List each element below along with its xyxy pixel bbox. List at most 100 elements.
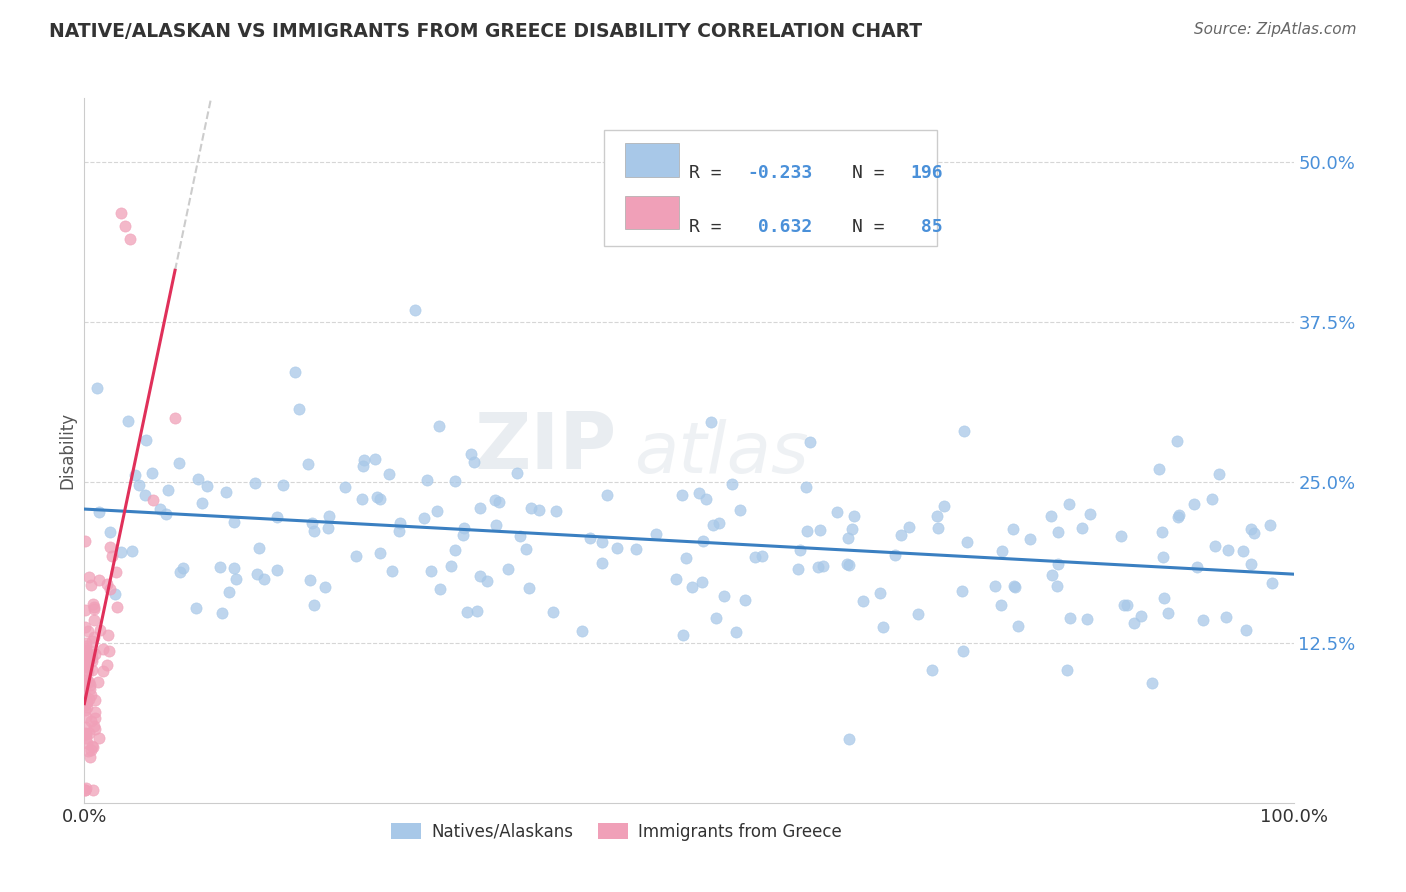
Point: [208, 559, 231, 574]
Point: [869, 586, 891, 600]
Point: [515, 541, 537, 556]
Point: [75, 780, 97, 795]
Point: [543, 605, 565, 619]
Point: [1142, 675, 1164, 690]
Point: [191, 496, 214, 510]
Point: [368, 491, 391, 506]
Point: [134, 488, 156, 502]
Point: [73, 726, 96, 740]
Point: [84, 693, 107, 707]
Point: [925, 508, 948, 523]
Point: [1109, 529, 1132, 543]
Point: [389, 516, 412, 530]
Point: [283, 365, 305, 379]
Point: [98, 644, 121, 658]
Point: [76, 624, 98, 639]
Point: [404, 303, 426, 318]
Point: [225, 572, 247, 586]
Point: [75, 727, 97, 741]
Point: [811, 558, 834, 573]
Point: [75, 720, 97, 734]
Point: [1182, 497, 1205, 511]
Point: [841, 522, 863, 536]
Point: [73, 783, 96, 797]
Text: atlas: atlas: [634, 419, 808, 489]
Point: [1153, 591, 1175, 605]
Point: [104, 587, 127, 601]
Point: [83, 600, 105, 615]
Point: [368, 546, 391, 560]
Point: [75, 652, 97, 666]
Point: [808, 524, 831, 538]
Point: [1056, 663, 1078, 677]
Text: 0.632: 0.632: [747, 218, 813, 235]
Point: [1129, 609, 1152, 624]
Point: [273, 478, 295, 492]
Point: [1166, 434, 1188, 448]
Point: [508, 529, 530, 543]
Point: [98, 524, 121, 539]
Point: [80, 689, 103, 703]
Point: [246, 566, 269, 581]
Point: [488, 495, 510, 509]
Point: [96, 657, 118, 672]
Point: [1167, 508, 1189, 522]
Point: [794, 480, 817, 494]
Text: N =: N =: [852, 164, 896, 182]
Point: [751, 549, 773, 563]
Point: [75, 696, 97, 710]
Point: [786, 562, 808, 576]
Point: [91, 642, 114, 657]
Point: [124, 468, 146, 483]
Point: [1078, 507, 1101, 521]
Text: NATIVE/ALASKAN VS IMMIGRANTS FROM GREECE DISABILITY CORRELATION CHART: NATIVE/ALASKAN VS IMMIGRANTS FROM GREECE…: [49, 22, 922, 41]
Point: [1240, 523, 1263, 537]
Point: [82, 783, 104, 797]
Text: 196: 196: [910, 164, 943, 182]
Point: [837, 531, 859, 545]
Point: [907, 607, 929, 621]
Point: [720, 476, 742, 491]
Point: [73, 666, 96, 681]
Point: [468, 569, 491, 583]
FancyBboxPatch shape: [605, 130, 936, 246]
Point: [1116, 598, 1139, 612]
Point: [96, 577, 118, 591]
Point: [426, 504, 449, 518]
Point: [301, 516, 323, 530]
Text: R =: R =: [689, 218, 733, 235]
Point: [427, 418, 450, 433]
Point: [79, 569, 101, 583]
Point: [1071, 521, 1094, 535]
Point: [444, 543, 467, 558]
Point: [695, 491, 717, 506]
Point: [707, 516, 730, 531]
Point: [288, 401, 311, 416]
Point: [460, 446, 482, 460]
Point: [378, 467, 401, 482]
Point: [789, 542, 811, 557]
Point: [456, 605, 478, 619]
Point: [98, 540, 121, 554]
Point: [253, 572, 276, 586]
Point: [167, 456, 190, 470]
Point: [1046, 557, 1069, 571]
Point: [1019, 533, 1042, 547]
Point: [498, 562, 520, 576]
Point: [79, 682, 101, 697]
Point: [950, 584, 973, 599]
Point: [77, 726, 100, 740]
Point: [141, 466, 163, 480]
Point: [1192, 613, 1215, 627]
Point: [155, 507, 177, 521]
Point: [135, 434, 157, 448]
FancyBboxPatch shape: [624, 195, 679, 229]
Point: [75, 689, 97, 703]
Point: [1204, 539, 1226, 553]
Point: [484, 493, 506, 508]
Point: [165, 411, 187, 425]
Point: [884, 549, 907, 563]
Point: [118, 232, 141, 246]
Point: [76, 695, 98, 709]
Point: [872, 620, 894, 634]
